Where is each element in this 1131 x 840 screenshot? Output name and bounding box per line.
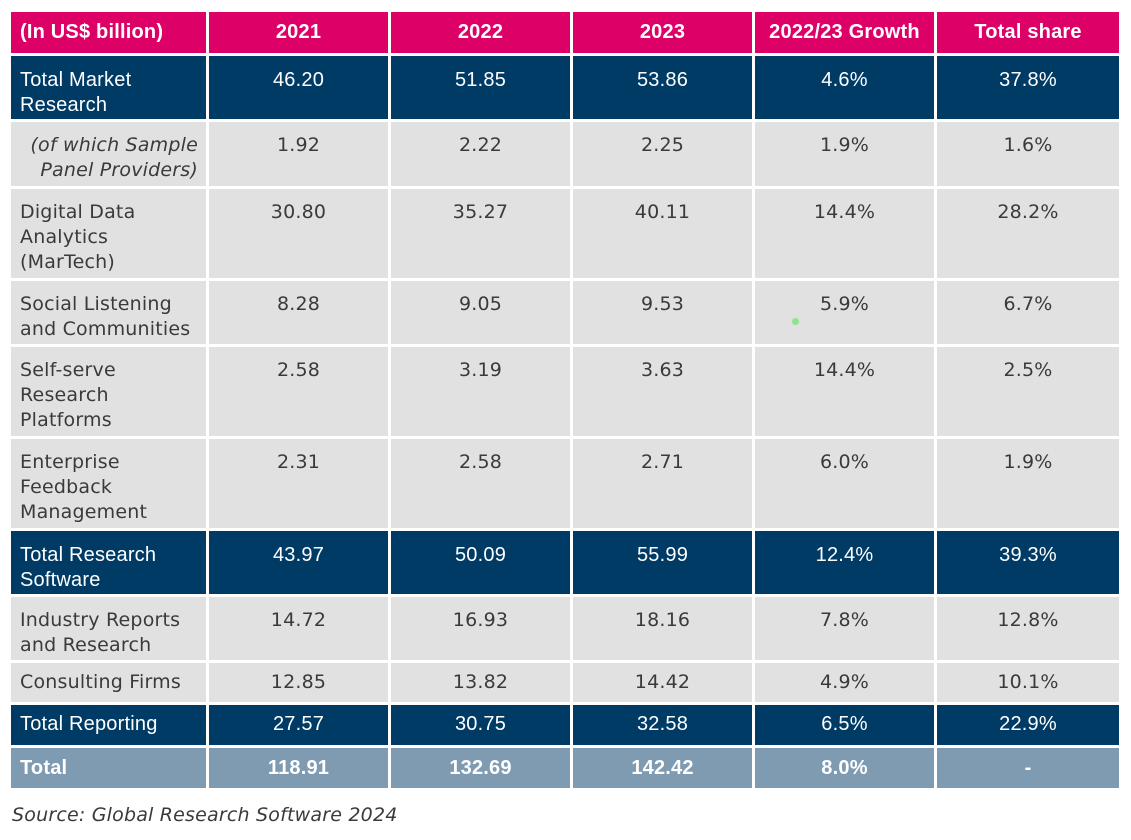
cell-2023: 9.53 [573, 281, 752, 344]
market-size-table: (In US$ billion) 2021 2022 2023 2022/23 … [8, 9, 1122, 791]
header-cell-share: Total share [937, 12, 1119, 53]
cell-share: 39.3% [937, 531, 1119, 594]
cell-2021: 46.20 [209, 56, 388, 119]
cell-share: 6.7% [937, 281, 1119, 344]
table-row: Self-serve Research Platforms 2.58 3.19 … [11, 347, 1119, 436]
cell-growth: 14.4% [755, 347, 934, 436]
cell-growth: 6.0% [755, 439, 934, 528]
header-cell-2023: 2023 [573, 12, 752, 53]
cell-2021: 2.58 [209, 347, 388, 436]
table-row: Total Reporting 27.57 30.75 32.58 6.5% 2… [11, 705, 1119, 745]
cell-2021: 27.57 [209, 705, 388, 745]
row-label: Industry Reports and Research [11, 597, 206, 660]
row-label: Consulting Firms [11, 663, 206, 702]
cell-share: - [937, 748, 1119, 788]
cell-2023: 18.16 [573, 597, 752, 660]
cell-growth: 4.6% [755, 56, 934, 119]
cell-growth: 8.0% [755, 748, 934, 788]
cell-2022: 13.82 [391, 663, 570, 702]
row-label: Social Listening and Communities [11, 281, 206, 344]
row-label: Self-serve Research Platforms [11, 347, 206, 436]
cell-2021: 118.91 [209, 748, 388, 788]
cell-2022: 9.05 [391, 281, 570, 344]
cell-2022: 16.93 [391, 597, 570, 660]
cell-2021: 43.97 [209, 531, 388, 594]
cell-2022: 51.85 [391, 56, 570, 119]
cell-2022: 35.27 [391, 189, 570, 278]
table-row-grand-total: Total 118.91 132.69 142.42 8.0% - [11, 748, 1119, 788]
row-label: Total [11, 748, 206, 788]
cell-2021: 12.85 [209, 663, 388, 702]
cell-share: 28.2% [937, 189, 1119, 278]
cell-2022: 2.22 [391, 122, 570, 186]
cell-share: 12.8% [937, 597, 1119, 660]
cell-growth: 14.4% [755, 189, 934, 278]
cell-2023: 2.71 [573, 439, 752, 528]
row-label: Enterprise Feedback Management [11, 439, 206, 528]
decorative-dot [792, 318, 799, 325]
cell-2023: 40.11 [573, 189, 752, 278]
source-note: Source: Global Research Software 2024 [12, 804, 398, 826]
cell-share: 1.6% [937, 122, 1119, 186]
cell-2022: 2.58 [391, 439, 570, 528]
row-label: (of which Sample Panel Providers) [11, 122, 206, 186]
header-cell-unit: (In US$ billion) [11, 12, 206, 53]
header-cell-2021: 2021 [209, 12, 388, 53]
table-row: Digital Data Analytics (MarTech) 30.80 3… [11, 189, 1119, 278]
cell-2023: 55.99 [573, 531, 752, 594]
table-header-row: (In US$ billion) 2021 2022 2023 2022/23 … [11, 12, 1119, 53]
cell-share: 10.1% [937, 663, 1119, 702]
cell-2021: 30.80 [209, 189, 388, 278]
cell-2022: 132.69 [391, 748, 570, 788]
cell-growth: 6.5% [755, 705, 934, 745]
cell-2023: 14.42 [573, 663, 752, 702]
cell-2021: 14.72 [209, 597, 388, 660]
table-row: Total Market Research 46.20 51.85 53.86 … [11, 56, 1119, 119]
row-label: Total Reporting [11, 705, 206, 745]
table-row: Total Research Software 43.97 50.09 55.9… [11, 531, 1119, 594]
cell-growth: 1.9% [755, 122, 934, 186]
cell-2023: 3.63 [573, 347, 752, 436]
cell-2023: 142.42 [573, 748, 752, 788]
table-row: Enterprise Feedback Management 2.31 2.58… [11, 439, 1119, 528]
table-row: (of which Sample Panel Providers) 1.92 2… [11, 122, 1119, 186]
cell-growth: 5.9% [755, 281, 934, 344]
cell-share: 22.9% [937, 705, 1119, 745]
cell-2023: 2.25 [573, 122, 752, 186]
cell-2022: 50.09 [391, 531, 570, 594]
cell-2023: 53.86 [573, 56, 752, 119]
cell-2021: 8.28 [209, 281, 388, 344]
cell-share: 37.8% [937, 56, 1119, 119]
row-label: Total Research Software [11, 531, 206, 594]
cell-2021: 1.92 [209, 122, 388, 186]
cell-growth: 4.9% [755, 663, 934, 702]
cell-2022: 30.75 [391, 705, 570, 745]
table-row: Industry Reports and Research 14.72 16.9… [11, 597, 1119, 660]
row-label: Digital Data Analytics (MarTech) [11, 189, 206, 278]
cell-2023: 32.58 [573, 705, 752, 745]
cell-growth: 7.8% [755, 597, 934, 660]
header-cell-2022: 2022 [391, 12, 570, 53]
cell-2021: 2.31 [209, 439, 388, 528]
row-label: Total Market Research [11, 56, 206, 119]
market-table-container: (In US$ billion) 2021 2022 2023 2022/23 … [11, 12, 1119, 788]
cell-share: 1.9% [937, 439, 1119, 528]
cell-share: 2.5% [937, 347, 1119, 436]
cell-growth: 12.4% [755, 531, 934, 594]
table-row: Social Listening and Communities 8.28 9.… [11, 281, 1119, 344]
header-cell-growth: 2022/23 Growth [755, 12, 934, 53]
cell-2022: 3.19 [391, 347, 570, 436]
table-row: Consulting Firms 12.85 13.82 14.42 4.9% … [11, 663, 1119, 702]
